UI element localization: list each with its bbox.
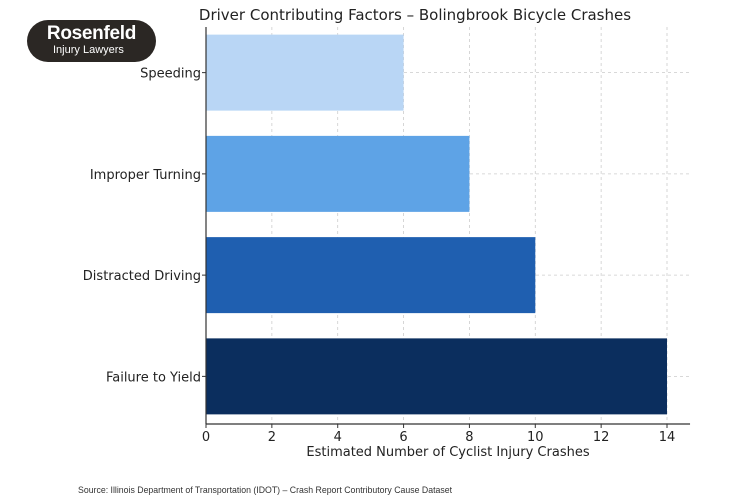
- x-tick-label: 14: [659, 430, 676, 445]
- x-tick-label: 0: [202, 430, 210, 445]
- y-tick-label: Speeding: [140, 67, 201, 82]
- bar-speeding: [206, 34, 404, 111]
- x-tick-label: 12: [593, 430, 610, 445]
- logo-tagline: Injury Lawyers: [53, 44, 124, 56]
- x-tick-label: 6: [399, 430, 407, 445]
- x-tick-label: 8: [465, 430, 473, 445]
- y-tick-label: Distracted Driving: [83, 269, 201, 284]
- y-tick-label: Failure to Yield: [106, 370, 201, 385]
- rosenfeld-logo: Rosenfeld Injury Lawyers: [27, 20, 156, 62]
- chart-title: Driver Contributing Factors – Bolingbroo…: [199, 6, 631, 24]
- y-tick-label: Improper Turning: [90, 168, 201, 183]
- x-axis-label: Estimated Number of Cyclist Injury Crash…: [306, 445, 589, 460]
- x-tick-label: 2: [268, 430, 276, 445]
- logo-name: Rosenfeld: [46, 23, 137, 44]
- x-tick-label: 4: [334, 430, 342, 445]
- bar-failure-to-yield: [206, 338, 667, 415]
- bar-improper-turning: [206, 135, 470, 212]
- x-tick-label: 10: [527, 430, 544, 445]
- source-note: Source: Illinois Department of Transport…: [78, 485, 453, 496]
- bar-distracted-driving: [206, 237, 536, 314]
